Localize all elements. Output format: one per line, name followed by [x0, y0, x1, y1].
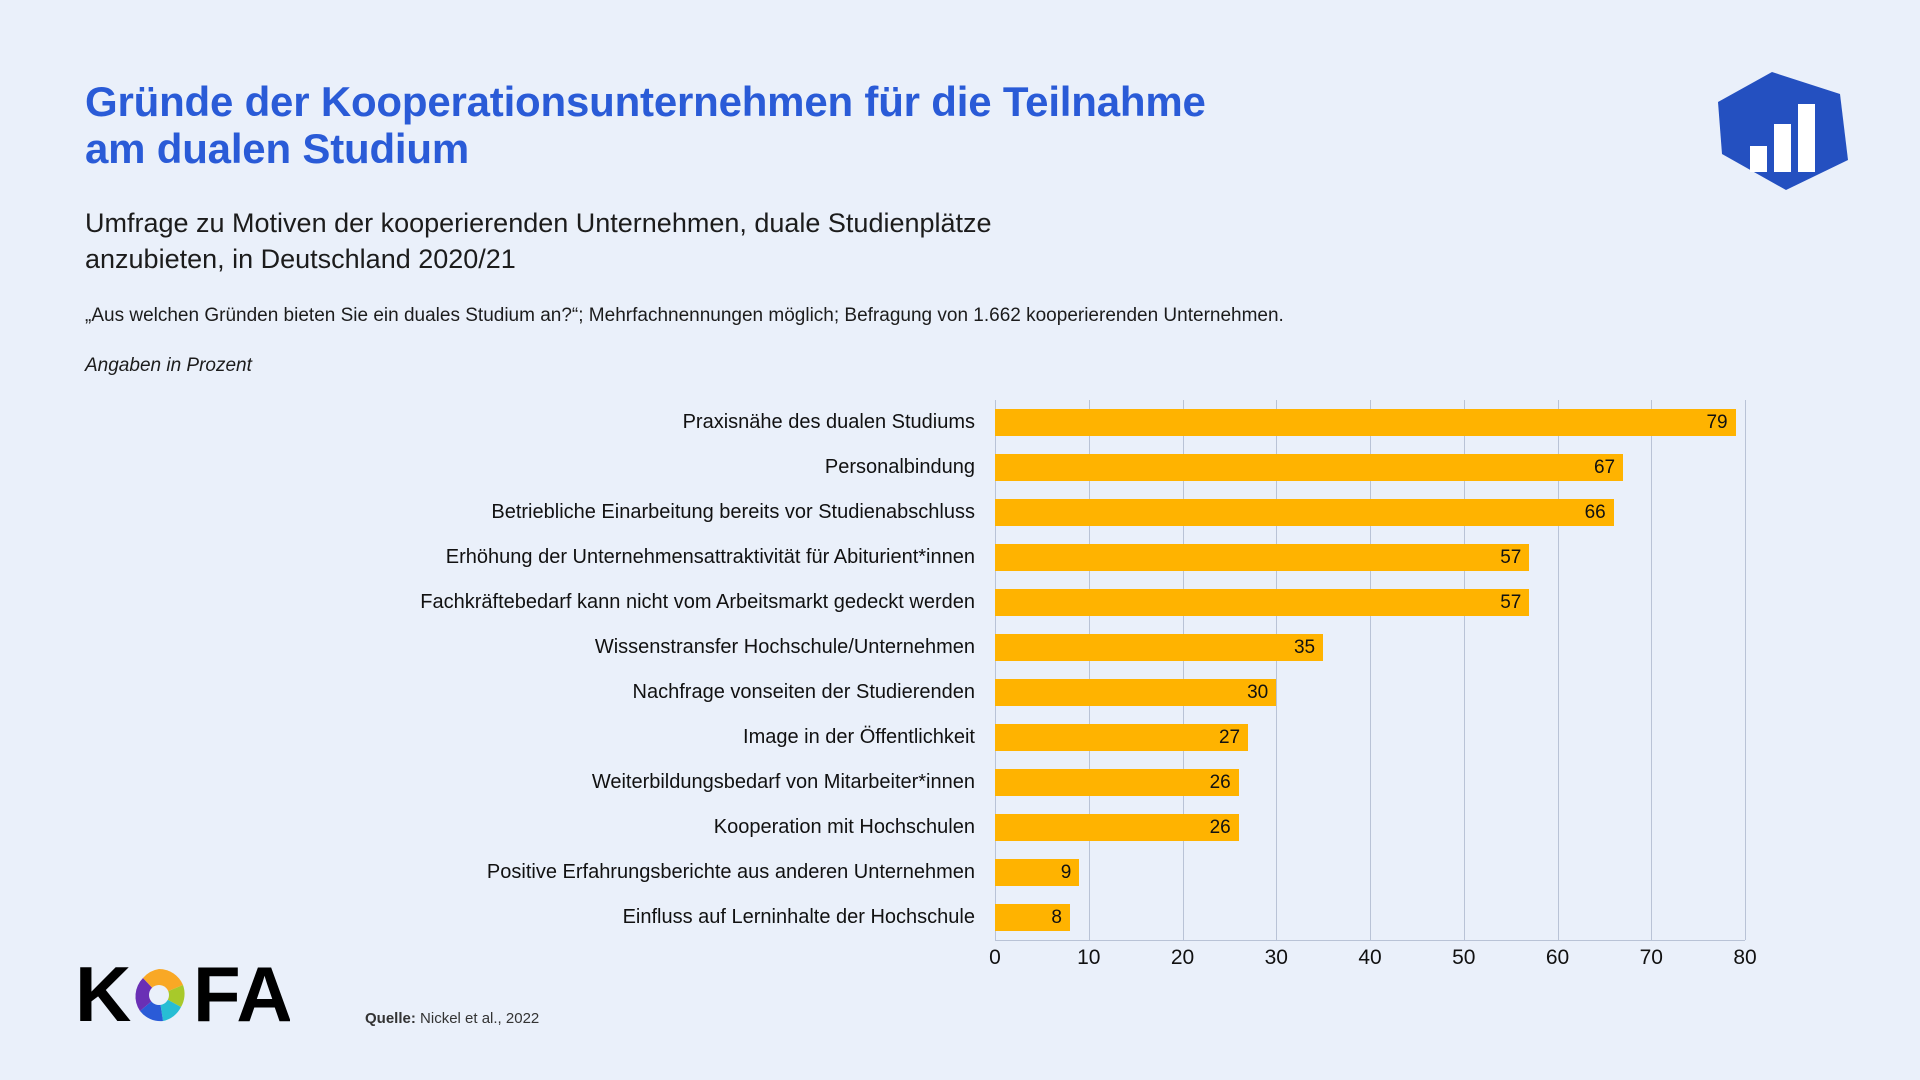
bar: 57	[995, 589, 1530, 616]
bar-track: 57	[995, 580, 1745, 625]
bar-value-label: 57	[1500, 591, 1522, 613]
x-axis-ticks: 0 10 20 30 40 50 60 70 80	[989, 940, 1757, 980]
bar-value-label: 27	[1218, 726, 1241, 748]
page-title: Gründe der Kooperationsunternehmen für d…	[85, 78, 1385, 173]
category-label: Image in der Öffentlichkeit	[743, 726, 975, 748]
bar: 57	[995, 544, 1530, 571]
category-label: Weiterbildungsbedarf von Mitarbeiter*inn…	[591, 771, 975, 793]
x-tick-label: 10	[1077, 946, 1101, 969]
bar: 66	[995, 499, 1614, 526]
bar-track: 26	[995, 805, 1745, 850]
bar-value-label: 30	[1247, 681, 1269, 703]
category-label: Personalbindung	[824, 456, 975, 478]
bar: 9	[995, 859, 1080, 886]
x-tick-label: 70	[1639, 946, 1663, 969]
x-axis-line	[995, 940, 1745, 941]
kofa-logo: K FA	[75, 950, 293, 1038]
category-label: Erhöhung der Unternehmensattraktivität f…	[445, 546, 975, 568]
category-label: Betriebliche Einarbeitung bereits vor St…	[491, 501, 975, 523]
category-label: Nachfrage vonseiten der Studierenden	[632, 681, 975, 703]
bar-value-label: 66	[1584, 501, 1606, 523]
bar: 8	[995, 904, 1070, 931]
chart-row: Einfluss auf Lerninhalte der Hochschule 8	[0, 895, 1920, 940]
category-label: Fachkräftebedarf kann nicht vom Arbeitsm…	[420, 591, 975, 613]
svg-text:FA: FA	[193, 955, 290, 1035]
bar-track: 9	[995, 850, 1745, 895]
x-tick-label: 40	[1358, 946, 1382, 969]
bar-chart: Praxisnähe des dualen Studiums 79 Personal…	[0, 400, 1920, 969]
units-note: Angaben in Prozent	[85, 355, 252, 376]
x-tick-label: 60	[1545, 946, 1570, 969]
bar-value-label: 26	[1209, 816, 1231, 838]
chart-row: Fachkräftebedarf kann nicht vom Arbeitsm…	[0, 580, 1920, 625]
chart-row: Positive Erfahrungsberichte aus anderen …	[0, 850, 1920, 895]
chart-badge-logo	[1712, 68, 1852, 193]
bar: 35	[995, 634, 1324, 661]
subtitle-line-2: anzubieten, in Deutschland 2020/21	[85, 244, 516, 275]
bar-track: 26	[995, 760, 1745, 805]
category-label: Kooperation mit Hochschulen	[713, 816, 975, 838]
x-tick-label: 50	[1452, 946, 1476, 969]
source-prefix: Quelle:	[365, 1010, 416, 1027]
x-tick-label: 30	[1264, 946, 1288, 969]
bar-track: 8	[995, 895, 1745, 940]
bar: 26	[995, 769, 1239, 796]
category-label: Positive Erfahrungsberichte aus anderen …	[486, 861, 975, 883]
bar: 30	[995, 679, 1277, 706]
title-line-1: Gründe der Kooperationsunternehmen für d…	[85, 78, 1206, 125]
x-tick-label: 80	[1733, 946, 1757, 969]
source-text: Nickel et al., 2022	[420, 1010, 540, 1027]
category-label: Praxisnähe des dualen Studiums	[682, 411, 975, 433]
bar-track: 27	[995, 715, 1745, 760]
bar-value-label: 79	[1706, 411, 1728, 433]
bar: 67	[995, 454, 1624, 481]
bar-value-label: 35	[1293, 636, 1316, 658]
chart-row: Erhöhung der Unternehmensattraktivität f…	[0, 535, 1920, 580]
bar-track: 30	[995, 670, 1745, 715]
chart-row: Weiterbildungsbedarf von Mitarbeiter*inn…	[0, 760, 1920, 805]
chart-row: Wissenstransfer Hochschule/Unternehmen 35	[0, 625, 1920, 670]
bar: 27	[995, 724, 1249, 751]
category-label: Einfluss auf Lerninhalte der Hochschule	[622, 906, 975, 928]
title-line-2: am dualen Studium	[85, 125, 469, 173]
source-note: Quelle: Nickel et al., 2022	[365, 1010, 539, 1027]
chart-rows: Praxisnähe des dualen Studiums 79 Personal…	[0, 400, 1920, 940]
bar-value-label: 8	[1051, 906, 1062, 928]
chart-row: Praxisnähe des dualen Studiums 79	[0, 400, 1920, 445]
category-label: Wissenstransfer Hochschule/Unternehmen	[594, 636, 975, 658]
bar-value-label: 67	[1593, 456, 1616, 478]
svg-text:K: K	[75, 955, 131, 1035]
bar-value-label: 57	[1500, 546, 1522, 568]
chart-row: Image in der Öffentlichkeit 27	[0, 715, 1920, 760]
page-subtitle: Umfrage zu Motiven der kooperierenden Un…	[85, 205, 1335, 277]
bar-track: 57	[995, 535, 1745, 580]
subtitle-line-1: Umfrage zu Motiven der kooperierenden Un…	[85, 208, 992, 238]
survey-note: „Aus welchen Gründen bieten Sie ein dual…	[85, 305, 1284, 326]
bar: 26	[995, 814, 1239, 841]
x-tick-label: 0	[989, 946, 1001, 969]
chart-row: Nachfrage vonseiten der Studierenden 30	[0, 670, 1920, 715]
bar-track: 66	[995, 490, 1745, 535]
chart-row: Personalbindung 67	[0, 445, 1920, 490]
bar-track: 67	[995, 445, 1745, 490]
chart-row: Kooperation mit Hochschulen 26	[0, 805, 1920, 850]
bar-track: 79	[995, 400, 1745, 445]
bar: 79	[995, 409, 1736, 436]
x-tick-label: 20	[1170, 946, 1195, 969]
chart-row: Betriebliche Einarbeitung bereits vor St…	[0, 490, 1920, 535]
bar-track: 35	[995, 625, 1745, 670]
bar-value-label: 9	[1060, 861, 1072, 883]
bar-value-label: 26	[1209, 771, 1231, 793]
